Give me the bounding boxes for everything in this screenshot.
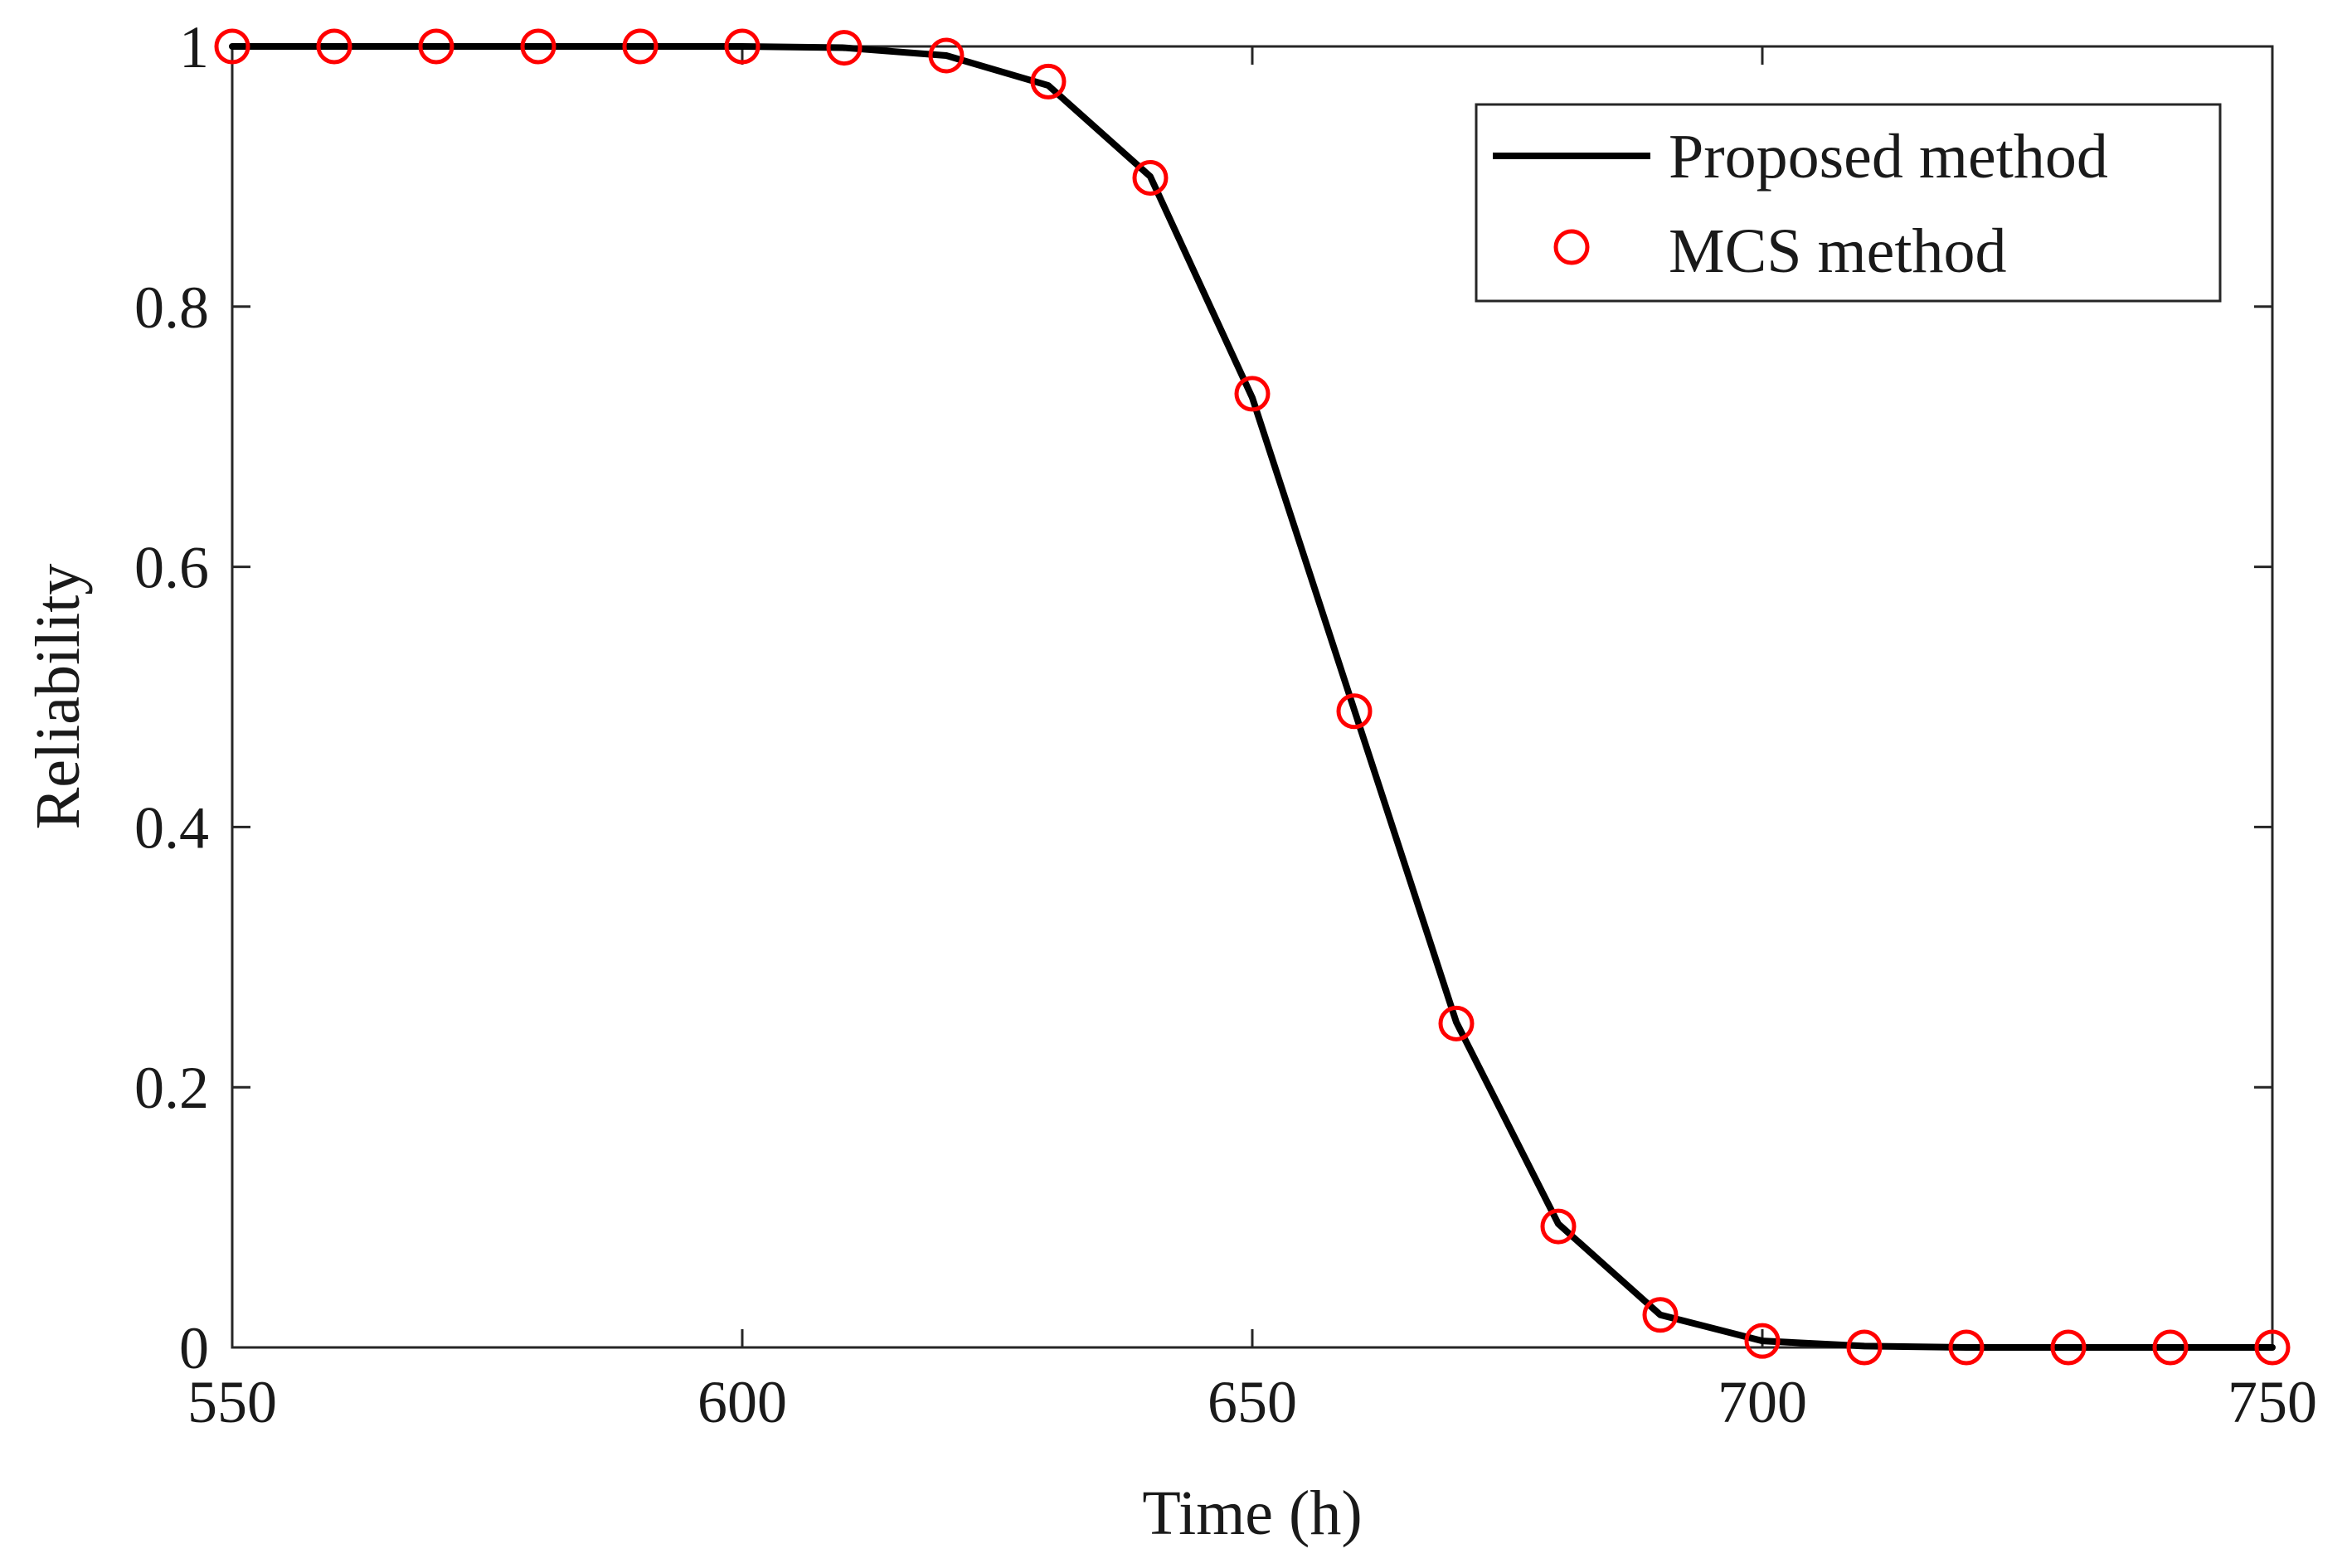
y-axis: 0 0.2 0.4 0.6 0.8 1: [134, 14, 2272, 1381]
mcs-data-point: [1336, 693, 1373, 730]
x-axis-label: Time (h): [1142, 1478, 1362, 1548]
mcs-data-point: [418, 28, 454, 65]
y-tick-label: 1: [179, 14, 209, 80]
x-tick-label: 550: [187, 1369, 277, 1435]
mcs-data-point: [316, 28, 352, 65]
y-axis-label: Reliability: [23, 564, 93, 830]
x-tick-label: 750: [2228, 1369, 2317, 1435]
legend: Proposed method MCS method: [1475, 103, 2222, 303]
y-tick-label: 0.8: [134, 274, 209, 341]
mcs-data-point: [826, 30, 863, 66]
mcs-data-point: [2050, 1329, 2087, 1366]
x-tick-label: 650: [1208, 1369, 1297, 1435]
mcs-data-point: [1030, 63, 1067, 100]
x-tick-label: 600: [697, 1369, 787, 1435]
legend-label-proposed: Proposed method: [1669, 122, 2108, 192]
y-tick-label: 0: [179, 1315, 209, 1381]
mcs-data-point: [1948, 1329, 1985, 1366]
mcs-data-point: [1540, 1208, 1577, 1245]
x-tick-label: 700: [1718, 1369, 1807, 1435]
mcs-data-point: [1846, 1329, 1883, 1366]
series-line-proposed-method: [229, 43, 2276, 1351]
mcs-data-point: [724, 28, 760, 65]
mcs-data-point: [1438, 1005, 1475, 1041]
series-layer: [214, 28, 2291, 1366]
y-tick-label: 0.6: [134, 535, 209, 601]
x-axis: 550 600 650 700 750: [187, 46, 2317, 1435]
mcs-data-point: [928, 37, 965, 74]
mcs-data-point: [1132, 159, 1169, 196]
y-tick-label: 0.2: [134, 1055, 209, 1121]
mcs-data-point: [1234, 376, 1271, 412]
mcs-data-point: [2152, 1329, 2189, 1366]
legend-label-mcs: MCS method: [1669, 216, 2007, 286]
mcs-data-point: [1642, 1297, 1679, 1333]
legend-box: [1475, 103, 2222, 303]
mcs-data-point: [1744, 1323, 1781, 1359]
y-tick-label: 0.4: [134, 794, 209, 861]
mcs-data-point: [520, 28, 556, 65]
mcs-data-point: [214, 28, 250, 65]
mcs-data-point: [622, 28, 658, 65]
mcs-data-point: [2254, 1329, 2291, 1366]
legend-marker-swatch: [1553, 229, 1590, 265]
